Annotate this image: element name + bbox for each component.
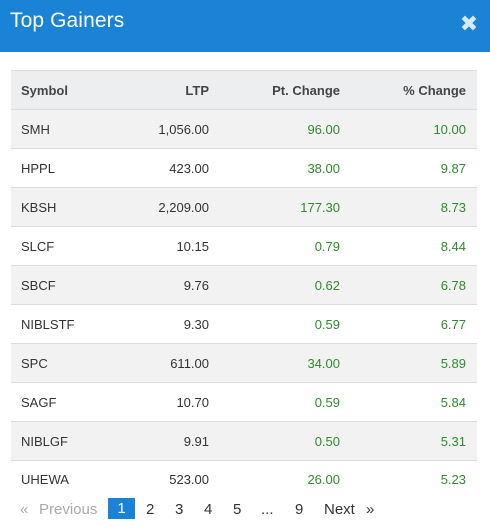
pagination-ellipsis: ...: [261, 501, 274, 518]
ltp-cell: 611.00: [111, 343, 210, 383]
top-gainers-table-container: Symbol LTP Pt. Change % Change SMH 1,056…: [11, 70, 477, 498]
symbol-cell: SMH: [11, 109, 111, 149]
table-row[interactable]: SAGF 10.70 0.59 5.84: [11, 382, 477, 422]
symbol-cell: NIBLSTF: [11, 304, 111, 344]
symbol-cell: HPPL: [11, 148, 111, 188]
ltp-cell: 423.00: [111, 148, 210, 188]
pct-change-cell: 6.78: [342, 265, 477, 305]
table-row[interactable]: SLCF 10.15 0.79 8.44: [11, 226, 477, 266]
pt-change-cell: 0.62: [210, 265, 342, 305]
table-row[interactable]: SBCF 9.76 0.62 6.78: [11, 265, 477, 305]
page-9-button[interactable]: 9: [295, 501, 304, 518]
next-button[interactable]: Next: [324, 501, 355, 518]
page-5-button[interactable]: 5: [233, 501, 242, 518]
modal-header: Top Gainers ✖: [0, 0, 490, 52]
ltp-cell: 523.00: [111, 460, 210, 498]
modal-title: Top Gainers: [10, 9, 125, 32]
next-arrow-icon[interactable]: »: [366, 501, 375, 518]
pt-change-cell: 0.59: [210, 382, 342, 422]
pct-change-cell: 5.84: [342, 382, 477, 422]
symbol-cell: SLCF: [11, 226, 111, 266]
ltp-cell: 10.70: [111, 382, 210, 422]
header-pct-change[interactable]: % Change: [342, 70, 477, 110]
page-3-button[interactable]: 3: [175, 501, 184, 518]
table-row[interactable]: SMH 1,056.00 96.00 10.00: [11, 109, 477, 149]
table-row[interactable]: UHEWA 523.00 26.00 5.23: [11, 460, 477, 498]
symbol-cell: SPC: [11, 343, 111, 383]
table-row[interactable]: SPC 611.00 34.00 5.89: [11, 343, 477, 383]
ltp-cell: 9.91: [111, 421, 210, 461]
pt-change-cell: 38.00: [210, 148, 342, 188]
header-symbol[interactable]: Symbol: [11, 70, 111, 110]
page-1-button[interactable]: 1: [108, 498, 135, 519]
ltp-cell: 9.30: [111, 304, 210, 344]
symbol-cell: SBCF: [11, 265, 111, 305]
symbol-cell: KBSH: [11, 187, 111, 227]
table-header-row: Symbol LTP Pt. Change % Change: [11, 70, 477, 110]
table-row[interactable]: NIBLSTF 9.30 0.59 6.77: [11, 304, 477, 344]
header-pt-change[interactable]: Pt. Change: [210, 70, 342, 110]
pagination: « Previous 1 2 3 4 5 ... 9 Next »: [0, 497, 490, 523]
pct-change-cell: 5.89: [342, 343, 477, 383]
pct-change-cell: 8.73: [342, 187, 477, 227]
pct-change-cell: 9.87: [342, 148, 477, 188]
pt-change-cell: 0.79: [210, 226, 342, 266]
table-row[interactable]: NIBLGF 9.91 0.50 5.31: [11, 421, 477, 461]
pct-change-cell: 8.44: [342, 226, 477, 266]
close-icon[interactable]: ✖: [459, 11, 479, 36]
pct-change-cell: 6.77: [342, 304, 477, 344]
pt-change-cell: 0.59: [210, 304, 342, 344]
previous-arrow-icon: «: [20, 501, 29, 518]
pt-change-cell: 26.00: [210, 460, 342, 498]
symbol-cell: SAGF: [11, 382, 111, 422]
pct-change-cell: 5.23: [342, 460, 477, 498]
ltp-cell: 9.76: [111, 265, 210, 305]
pct-change-cell: 5.31: [342, 421, 477, 461]
page-2-button[interactable]: 2: [146, 501, 155, 518]
pt-change-cell: 34.00: [210, 343, 342, 383]
pt-change-cell: 177.30: [210, 187, 342, 227]
page-4-button[interactable]: 4: [204, 501, 213, 518]
top-gainers-table: Symbol LTP Pt. Change % Change SMH 1,056…: [11, 70, 477, 498]
ltp-cell: 1,056.00: [111, 109, 210, 149]
previous-button: Previous: [39, 501, 98, 518]
ltp-cell: 10.15: [111, 226, 210, 266]
table-row[interactable]: KBSH 2,209.00 177.30 8.73: [11, 187, 477, 227]
ltp-cell: 2,209.00: [111, 187, 210, 227]
pct-change-cell: 10.00: [342, 109, 477, 149]
pt-change-cell: 0.50: [210, 421, 342, 461]
symbol-cell: UHEWA: [11, 460, 111, 498]
symbol-cell: NIBLGF: [11, 421, 111, 461]
pt-change-cell: 96.00: [210, 109, 342, 149]
table-row[interactable]: HPPL 423.00 38.00 9.87: [11, 148, 477, 188]
header-ltp[interactable]: LTP: [111, 70, 210, 110]
